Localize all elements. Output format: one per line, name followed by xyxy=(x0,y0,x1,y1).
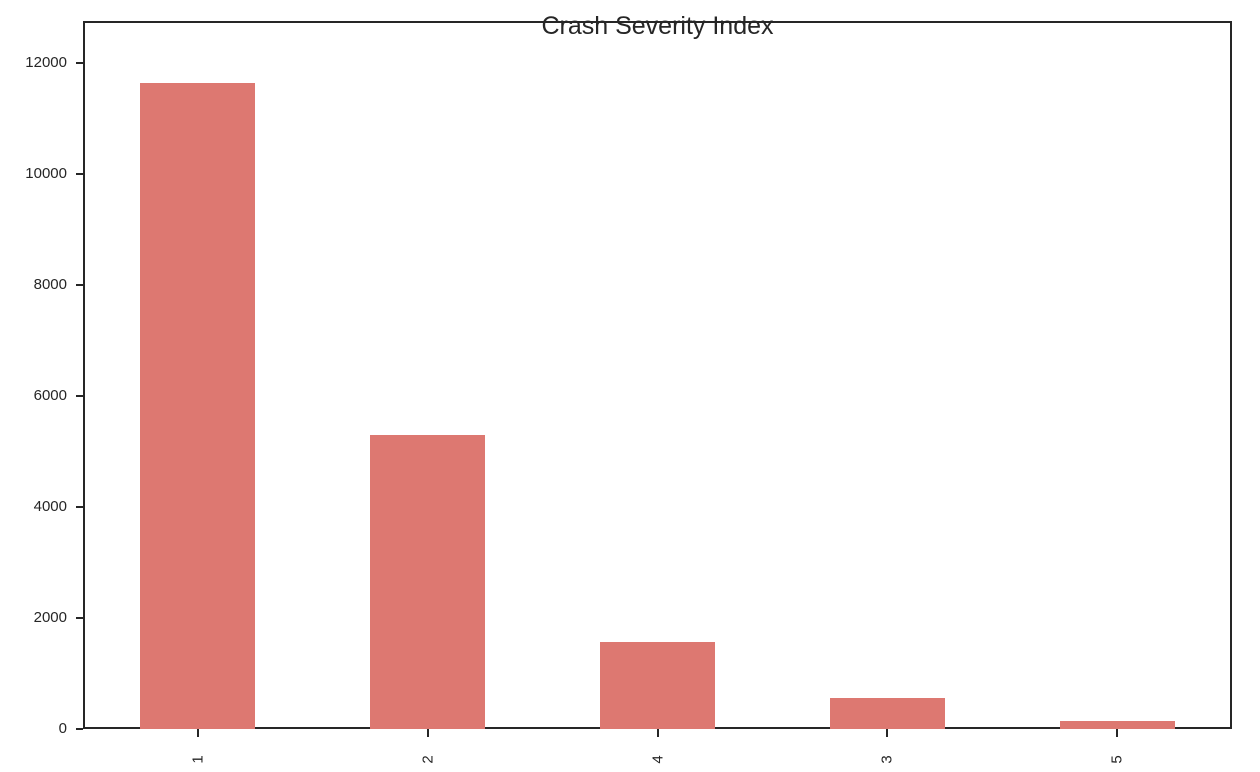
x-tick-mark xyxy=(656,729,659,737)
bar-5 xyxy=(1059,720,1175,729)
bar-2 xyxy=(370,434,486,729)
x-tick-mark xyxy=(886,729,889,737)
chart-title: Crash Severity Index xyxy=(541,12,774,40)
bar-3 xyxy=(829,697,945,729)
y-tick-label: 12000 xyxy=(25,54,67,71)
x-tick-mark xyxy=(426,729,429,737)
y-tick-label: 10000 xyxy=(25,165,67,182)
x-tick-label: 1 xyxy=(189,755,207,764)
y-tick-label: 6000 xyxy=(33,387,67,404)
x-tick-mark xyxy=(1116,729,1119,737)
bar-1 xyxy=(140,82,256,729)
y-tick-mark xyxy=(76,506,83,508)
plot-area xyxy=(83,21,1232,729)
y-tick-mark xyxy=(76,395,83,397)
y-tick-label: 0 xyxy=(58,720,67,737)
y-tick-mark xyxy=(76,617,83,619)
y-tick-mark xyxy=(76,173,83,175)
x-tick-label: 2 xyxy=(419,755,437,764)
y-tick-label: 2000 xyxy=(33,609,67,626)
x-tick-mark xyxy=(196,729,199,737)
bar-4 xyxy=(600,641,715,729)
x-tick-label: 5 xyxy=(1108,755,1126,764)
x-tick-label: 3 xyxy=(878,755,896,764)
y-tick-mark xyxy=(76,62,83,64)
x-tick-label: 4 xyxy=(649,755,666,764)
y-tick-mark xyxy=(76,284,83,286)
y-tick-label: 4000 xyxy=(33,498,67,515)
y-tick-label: 8000 xyxy=(33,276,67,293)
y-tick-mark xyxy=(76,728,83,730)
